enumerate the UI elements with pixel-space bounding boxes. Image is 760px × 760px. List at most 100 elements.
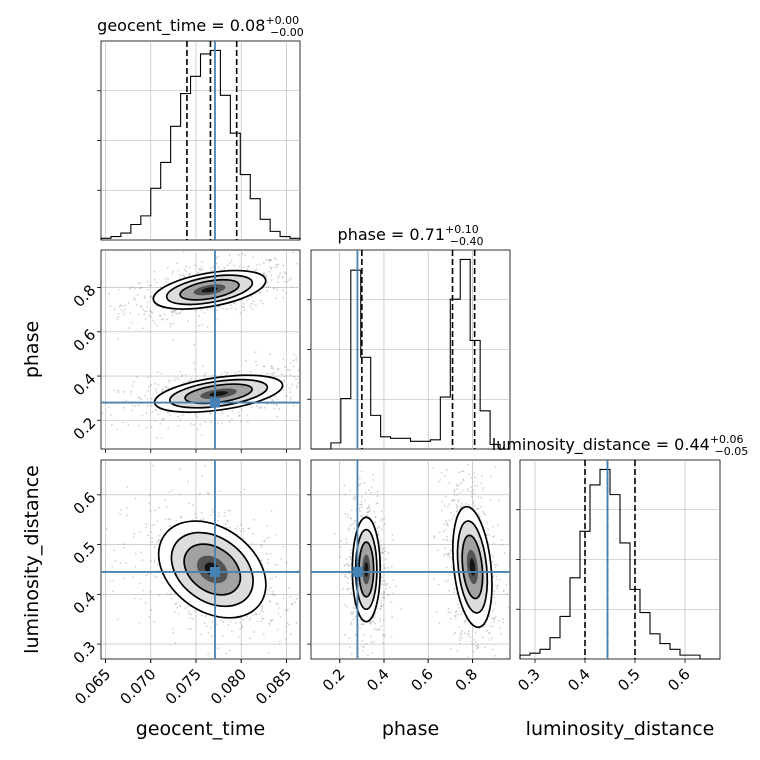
joint-geocent-time-vs-luminosity-distance-plot-area [101, 456, 300, 659]
joint-geocent-time-vs-phase-sample-point [209, 267, 212, 269]
joint-geocent-time-vs-phase-sample-point [303, 391, 305, 393]
joint-geocent-time-vs-phase-sample-point [130, 322, 133, 324]
joint-geocent-time-vs-phase-sample-point [160, 318, 163, 321]
joint-geocent-time-vs-phase-sample-point [215, 262, 218, 265]
joint-geocent-time-vs-luminosity-distance-sample-point [200, 511, 203, 514]
joint-phase-vs-luminosity-distance-sample-point [522, 701, 524, 703]
joint-geocent-time-vs-phase-sample-point [261, 302, 264, 305]
joint-phase-vs-luminosity-distance-sample-point [473, 484, 476, 487]
joint-geocent-time-vs-luminosity-distance-sample-point [150, 531, 153, 533]
joint-geocent-time-vs-phase-sample-point [150, 397, 153, 400]
joint-geocent-time-vs-phase-sample-point [269, 353, 271, 355]
joint-geocent-time-vs-phase-sample-point [308, 386, 310, 388]
joint-phase-vs-luminosity-distance-sample-point [492, 621, 495, 623]
joint-geocent-time-vs-luminosity-distance-sample-point [151, 540, 154, 543]
joint-geocent-time-vs-luminosity-distance-sample-point [267, 558, 269, 561]
joint-phase-vs-luminosity-distance-sample-point [350, 613, 353, 616]
joint-geocent-time-vs-luminosity-distance-sample-point [255, 613, 257, 616]
joint-geocent-time-vs-luminosity-distance-sample-point [154, 509, 157, 511]
joint-geocent-time-vs-luminosity-distance-sample-point [211, 508, 214, 511]
joint-geocent-time-vs-phase-sample-point [265, 258, 268, 261]
joint-geocent-time-vs-phase-sample-point [279, 272, 281, 275]
joint-geocent-time-vs-luminosity-distance-sample-point [252, 631, 255, 633]
joint-phase-vs-luminosity-distance-sample-point [360, 496, 363, 498]
joint-phase-vs-luminosity-distance-sample-point [344, 564, 346, 566]
joint-geocent-time-vs-luminosity-distance-sample-point [235, 622, 237, 624]
joint-geocent-time-vs-phase-sample-point [113, 389, 116, 391]
joint-geocent-time-vs-phase-sample-point [154, 388, 157, 390]
joint-geocent-time-vs-phase-sample-point [292, 365, 295, 368]
joint-phase-vs-luminosity-distance-sample-point [495, 578, 498, 581]
joint-geocent-time-vs-luminosity-distance-sample-point [158, 534, 161, 537]
joint-phase-vs-luminosity-distance-sample-point [380, 605, 383, 608]
joint-phase-vs-luminosity-distance-sample-point [453, 499, 456, 502]
joint-geocent-time-vs-luminosity-distance-sample-point [261, 617, 264, 620]
joint-geocent-time-vs-phase-sample-point [289, 387, 291, 389]
joint-geocent-time-vs-phase-sample-point [263, 365, 266, 368]
joint-geocent-time-vs-phase-sample-point [226, 371, 229, 374]
joint-phase-vs-luminosity-distance-sample-point [446, 535, 448, 538]
joint-phase-vs-luminosity-distance-sample-point [491, 637, 493, 640]
joint-phase-vs-luminosity-distance-sample-point [380, 605, 383, 608]
joint-phase-vs-luminosity-distance-sample-point [480, 474, 483, 477]
joint-phase-vs-luminosity-distance-sample-point [457, 500, 459, 503]
joint-geocent-time-vs-luminosity-distance-sample-point [108, 580, 111, 582]
joint-geocent-time-vs-phase-sample-point [239, 312, 242, 315]
joint-phase-vs-luminosity-distance-sample-point [370, 621, 372, 624]
joint-phase-vs-luminosity-distance-sample-point [346, 516, 349, 518]
joint-geocent-time-vs-phase-sample-point [222, 308, 224, 310]
joint-geocent-time-vs-phase-sample-point [231, 410, 234, 412]
joint-geocent-time-vs-phase-sample-point [292, 251, 294, 254]
joint-geocent-time-vs-phase-sample-point [247, 297, 250, 300]
joint-phase-vs-luminosity-distance-sample-point [460, 613, 462, 616]
joint-phase-vs-luminosity-distance-sample-point [383, 517, 386, 519]
joint-geocent-time-vs-phase-sample-point [289, 398, 292, 401]
joint-geocent-time-vs-phase-sample-point [259, 406, 262, 408]
joint-geocent-time-vs-phase-sample-point [249, 305, 252, 308]
joint-geocent-time-vs-luminosity-distance-sample-point [146, 573, 149, 575]
joint-geocent-time-vs-phase-sample-point [190, 377, 193, 380]
joint-phase-vs-luminosity-distance-sample-point [350, 611, 352, 614]
joint-geocent-time-vs-phase-sample-point [197, 324, 200, 327]
joint-geocent-time-vs-luminosity-distance-sample-point [157, 594, 160, 597]
joint-geocent-time-vs-luminosity-distance-sample-point [285, 610, 288, 612]
joint-phase-vs-luminosity-distance-sample-point [349, 516, 352, 519]
joint-phase-vs-luminosity-distance-sample-point [437, 480, 440, 483]
joint-geocent-time-vs-phase-sample-point [306, 367, 308, 369]
joint-geocent-time-vs-phase-sample-point [242, 266, 245, 269]
joint-phase-vs-luminosity-distance-sample-point [474, 685, 476, 687]
hist-luminosity-distance-steps [519, 468, 720, 660]
joint-phase-vs-luminosity-distance-sample-point [359, 510, 361, 512]
joint-geocent-time-vs-luminosity-distance-sample-point [133, 532, 136, 535]
joint-geocent-time-vs-phase-sample-point [289, 362, 292, 365]
joint-phase-vs-luminosity-distance-sample-point [456, 488, 458, 491]
joint-geocent-time-vs-phase-sample-point [173, 309, 176, 312]
joint-phase-vs-luminosity-distance-sample-point [493, 542, 495, 544]
joint-geocent-time-vs-phase-sample-point [246, 268, 249, 271]
joint-phase-vs-luminosity-distance-sample-point [383, 547, 386, 549]
joint-geocent-time-vs-phase-sample-point [298, 376, 300, 378]
joint-geocent-time-vs-phase-sample-point [271, 372, 273, 375]
joint-geocent-time-vs-luminosity-distance-sample-point [176, 606, 179, 609]
joint-geocent-time-vs-luminosity-distance-sample-point [247, 527, 250, 530]
joint-phase-vs-luminosity-distance-sample-point [499, 627, 501, 630]
ytick-label-luminosity-distance: 0.3 [70, 638, 100, 668]
joint-geocent-time-vs-luminosity-distance-sample-point [274, 575, 277, 578]
joint-geocent-time-vs-phase-sample-point [217, 305, 220, 308]
joint-geocent-time-vs-phase-sample-point [267, 285, 270, 288]
joint-geocent-time-vs-phase-sample-point [123, 406, 125, 409]
hist-geocent-time-title: geocent_time = 0.08+0.00 −0.00 [97, 14, 304, 39]
joint-geocent-time-vs-phase-sample-point [255, 264, 258, 266]
joint-geocent-time-vs-luminosity-distance-sample-point [227, 509, 230, 512]
joint-geocent-time-vs-phase-sample-point [342, 255, 344, 257]
joint-geocent-time-vs-luminosity-distance-sample-point [279, 615, 282, 618]
joint-geocent-time-vs-luminosity-distance-sample-point [271, 618, 273, 621]
joint-phase-vs-luminosity-distance-sample-point [445, 553, 447, 555]
joint-geocent-time-vs-phase-sample-point [197, 271, 200, 273]
joint-phase-vs-luminosity-distance-sample-point [466, 633, 469, 635]
xtick-label-luminosity-distance: 0.4 [564, 665, 594, 695]
joint-phase-vs-luminosity-distance-sample-point [362, 661, 364, 663]
joint-geocent-time-vs-phase-sample-point [155, 391, 158, 393]
joint-geocent-time-vs-phase-sample-point [272, 367, 274, 370]
joint-geocent-time-vs-luminosity-distance-sample-point [126, 456, 128, 458]
